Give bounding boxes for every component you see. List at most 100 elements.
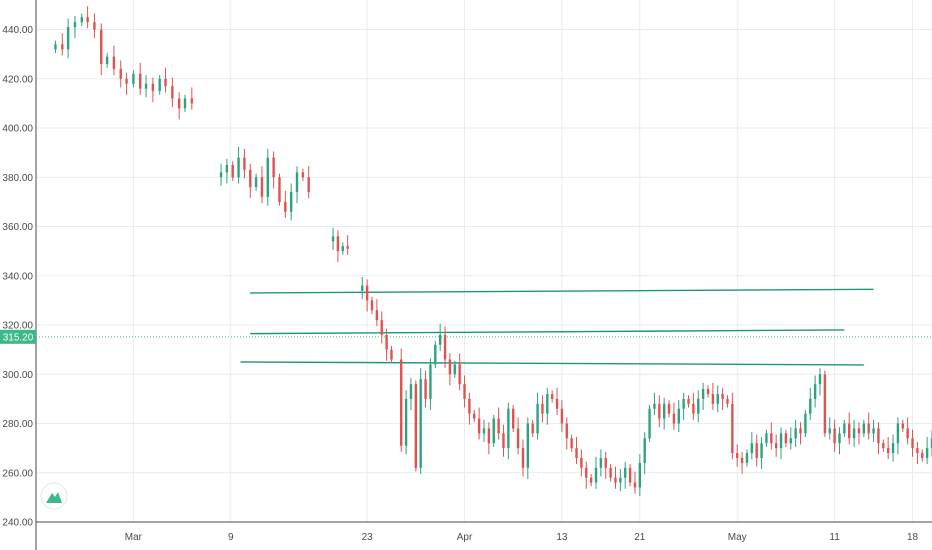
- candle-body: [599, 457, 603, 468]
- candle-body: [565, 423, 568, 439]
- candle-body: [61, 44, 64, 50]
- candle-body: [295, 172, 299, 193]
- current-price-badge: [0, 329, 36, 344]
- candle-body: [243, 157, 246, 170]
- candle-body: [390, 349, 393, 360]
- candle-body: [409, 384, 413, 399]
- candle-body: [516, 428, 520, 449]
- candle-body: [828, 428, 831, 434]
- candle-body: [633, 482, 637, 488]
- x-tick-label: 23: [362, 532, 374, 543]
- candle-body: [789, 438, 792, 444]
- candle-body: [404, 398, 408, 446]
- candle-body: [589, 477, 593, 483]
- candle-body: [721, 393, 724, 399]
- y-axis: 240.00 260.00 280.00 300.00 320.00 340.00 360.…: [2, 25, 33, 528]
- candle-body: [609, 467, 612, 478]
- candle-body: [901, 423, 904, 429]
- candle-body: [921, 453, 924, 458]
- candle-body: [370, 300, 374, 311]
- candle-body: [848, 423, 851, 439]
- candle-body: [361, 285, 364, 291]
- candle-body: [906, 428, 909, 439]
- candle-body: [672, 413, 676, 424]
- trendlines: [240, 288, 874, 366]
- trendline: [250, 329, 845, 335]
- candle-body: [658, 403, 661, 419]
- candle-body: [531, 423, 534, 434]
- candle-body: [886, 448, 890, 454]
- candle-body: [158, 78, 161, 92]
- candle-body: [151, 83, 155, 92]
- x-axis: Mar923Apr1321May1118Jun815: [125, 532, 919, 543]
- candle-body: [453, 364, 456, 375]
- candle-body: [716, 393, 719, 404]
- candle-body: [237, 157, 240, 178]
- candle-body: [284, 201, 287, 212]
- candle-body: [434, 344, 437, 365]
- candle-body: [331, 236, 335, 242]
- candlesticks: [54, 6, 932, 497]
- candle-body: [843, 423, 846, 434]
- y-tick-label: 280.00: [2, 419, 33, 430]
- candle-body: [419, 379, 422, 468]
- candle-body: [745, 453, 749, 463]
- candle-body: [66, 27, 70, 50]
- candle-body: [80, 17, 83, 23]
- candle-body: [662, 403, 666, 419]
- candle-body: [507, 408, 510, 449]
- candle-body: [219, 172, 223, 178]
- candle-body: [536, 403, 539, 434]
- candle-body: [144, 83, 148, 89]
- current-price-label: 315.20: [3, 332, 34, 343]
- candle-body: [697, 398, 700, 414]
- candle-body: [105, 56, 109, 65]
- x-tick-label: Mar: [125, 532, 143, 543]
- candle-body: [580, 457, 583, 468]
- y-tick-label: 360.00: [2, 222, 33, 233]
- candle-body: [930, 438, 932, 449]
- candle-body: [429, 364, 432, 399]
- candle-body: [249, 169, 252, 188]
- current-price-marker: 315.20: [0, 329, 932, 344]
- candle-body: [731, 403, 734, 454]
- candle-body: [125, 78, 128, 84]
- candle-body: [711, 393, 715, 404]
- y-tick-label: 320.00: [2, 321, 33, 332]
- candle-body: [132, 73, 135, 84]
- candle-body: [925, 448, 929, 458]
- candle-body: [833, 428, 836, 444]
- candle-body: [687, 398, 690, 404]
- candle-body: [677, 408, 680, 424]
- candle-body: [648, 408, 651, 439]
- candle-body: [301, 172, 305, 178]
- candle-body: [443, 334, 447, 360]
- candle-body: [468, 398, 471, 414]
- candle-body: [882, 443, 885, 449]
- candle-body: [911, 438, 914, 449]
- y-tick-label: 380.00: [2, 173, 33, 184]
- candle-body: [272, 157, 275, 178]
- candle-body: [526, 423, 530, 468]
- candle-body: [862, 423, 866, 434]
- candle-body: [119, 68, 122, 79]
- candle-body: [164, 78, 167, 87]
- candle-body: [463, 384, 466, 399]
- y-tick-label: 300.00: [2, 370, 33, 381]
- candle-body: [614, 477, 617, 483]
- candle-body: [254, 177, 258, 188]
- candle-body: [750, 443, 754, 454]
- candle-body: [477, 418, 481, 434]
- candle-body: [225, 164, 229, 173]
- candle-body: [740, 457, 744, 463]
- candle-body: [594, 467, 598, 483]
- candle-body: [760, 443, 763, 458]
- candle-body: [736, 453, 739, 458]
- candle-body: [784, 433, 788, 444]
- candle-body: [380, 320, 383, 335]
- candle-body: [838, 433, 841, 444]
- candle-body: [813, 384, 817, 399]
- candle-body: [73, 22, 77, 28]
- candle-body: [177, 98, 181, 109]
- candle-body: [872, 428, 875, 434]
